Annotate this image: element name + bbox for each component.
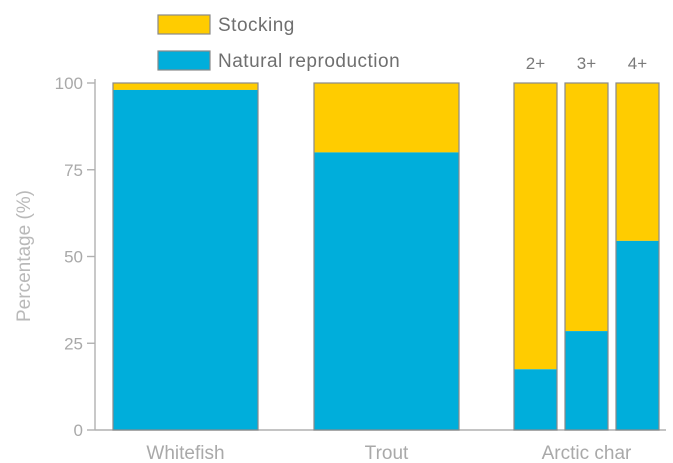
y-tick-label: 25 bbox=[64, 334, 83, 353]
bar-age-label: 3+ bbox=[577, 54, 596, 73]
bar-segment-natural-reproduction bbox=[565, 331, 608, 430]
legend-label-natural-reproduction: Natural reproduction bbox=[218, 51, 400, 72]
bar-segment-stocking bbox=[113, 83, 258, 90]
y-tick-label: 0 bbox=[74, 421, 83, 440]
labels: 2+ 3+ 4+ Whitefish Trout Arctic char bbox=[146, 54, 647, 463]
bar-segment-natural-reproduction bbox=[113, 89, 258, 430]
bar-age-label: 4+ bbox=[628, 54, 647, 73]
y-tick-label: 75 bbox=[64, 161, 83, 180]
bar-segment-natural-reproduction bbox=[616, 240, 659, 430]
bar-segment-natural-reproduction bbox=[314, 152, 459, 430]
bar-outline bbox=[615, 82, 660, 431]
bar-segment-stocking bbox=[514, 83, 557, 370]
bar-segment-stocking bbox=[314, 83, 459, 153]
x-category-label: Trout bbox=[365, 443, 409, 463]
bars bbox=[112, 82, 660, 431]
y-axis-title: Percentage (%) bbox=[14, 190, 35, 322]
x-category-label: Whitefish bbox=[146, 443, 224, 463]
x-category-label: Arctic char bbox=[542, 443, 632, 463]
legend-swatch-natural-reproduction bbox=[157, 50, 211, 71]
bar-segment-stocking bbox=[616, 83, 659, 241]
legend-label-stocking: Stocking bbox=[218, 15, 295, 36]
legend: Stocking Natural reproduction bbox=[157, 14, 400, 72]
bar-outline bbox=[313, 82, 460, 431]
y-tick-label: 50 bbox=[64, 248, 83, 267]
bar-segment-natural-reproduction bbox=[514, 369, 557, 430]
bar-segment-stocking bbox=[565, 83, 608, 332]
y-tick-label: 100 bbox=[55, 74, 83, 93]
bar-age-label: 2+ bbox=[526, 54, 545, 73]
legend-swatch-stocking bbox=[157, 14, 211, 35]
bar-outline bbox=[564, 82, 609, 431]
bar-outline bbox=[513, 82, 558, 431]
bar-outline bbox=[112, 82, 259, 431]
